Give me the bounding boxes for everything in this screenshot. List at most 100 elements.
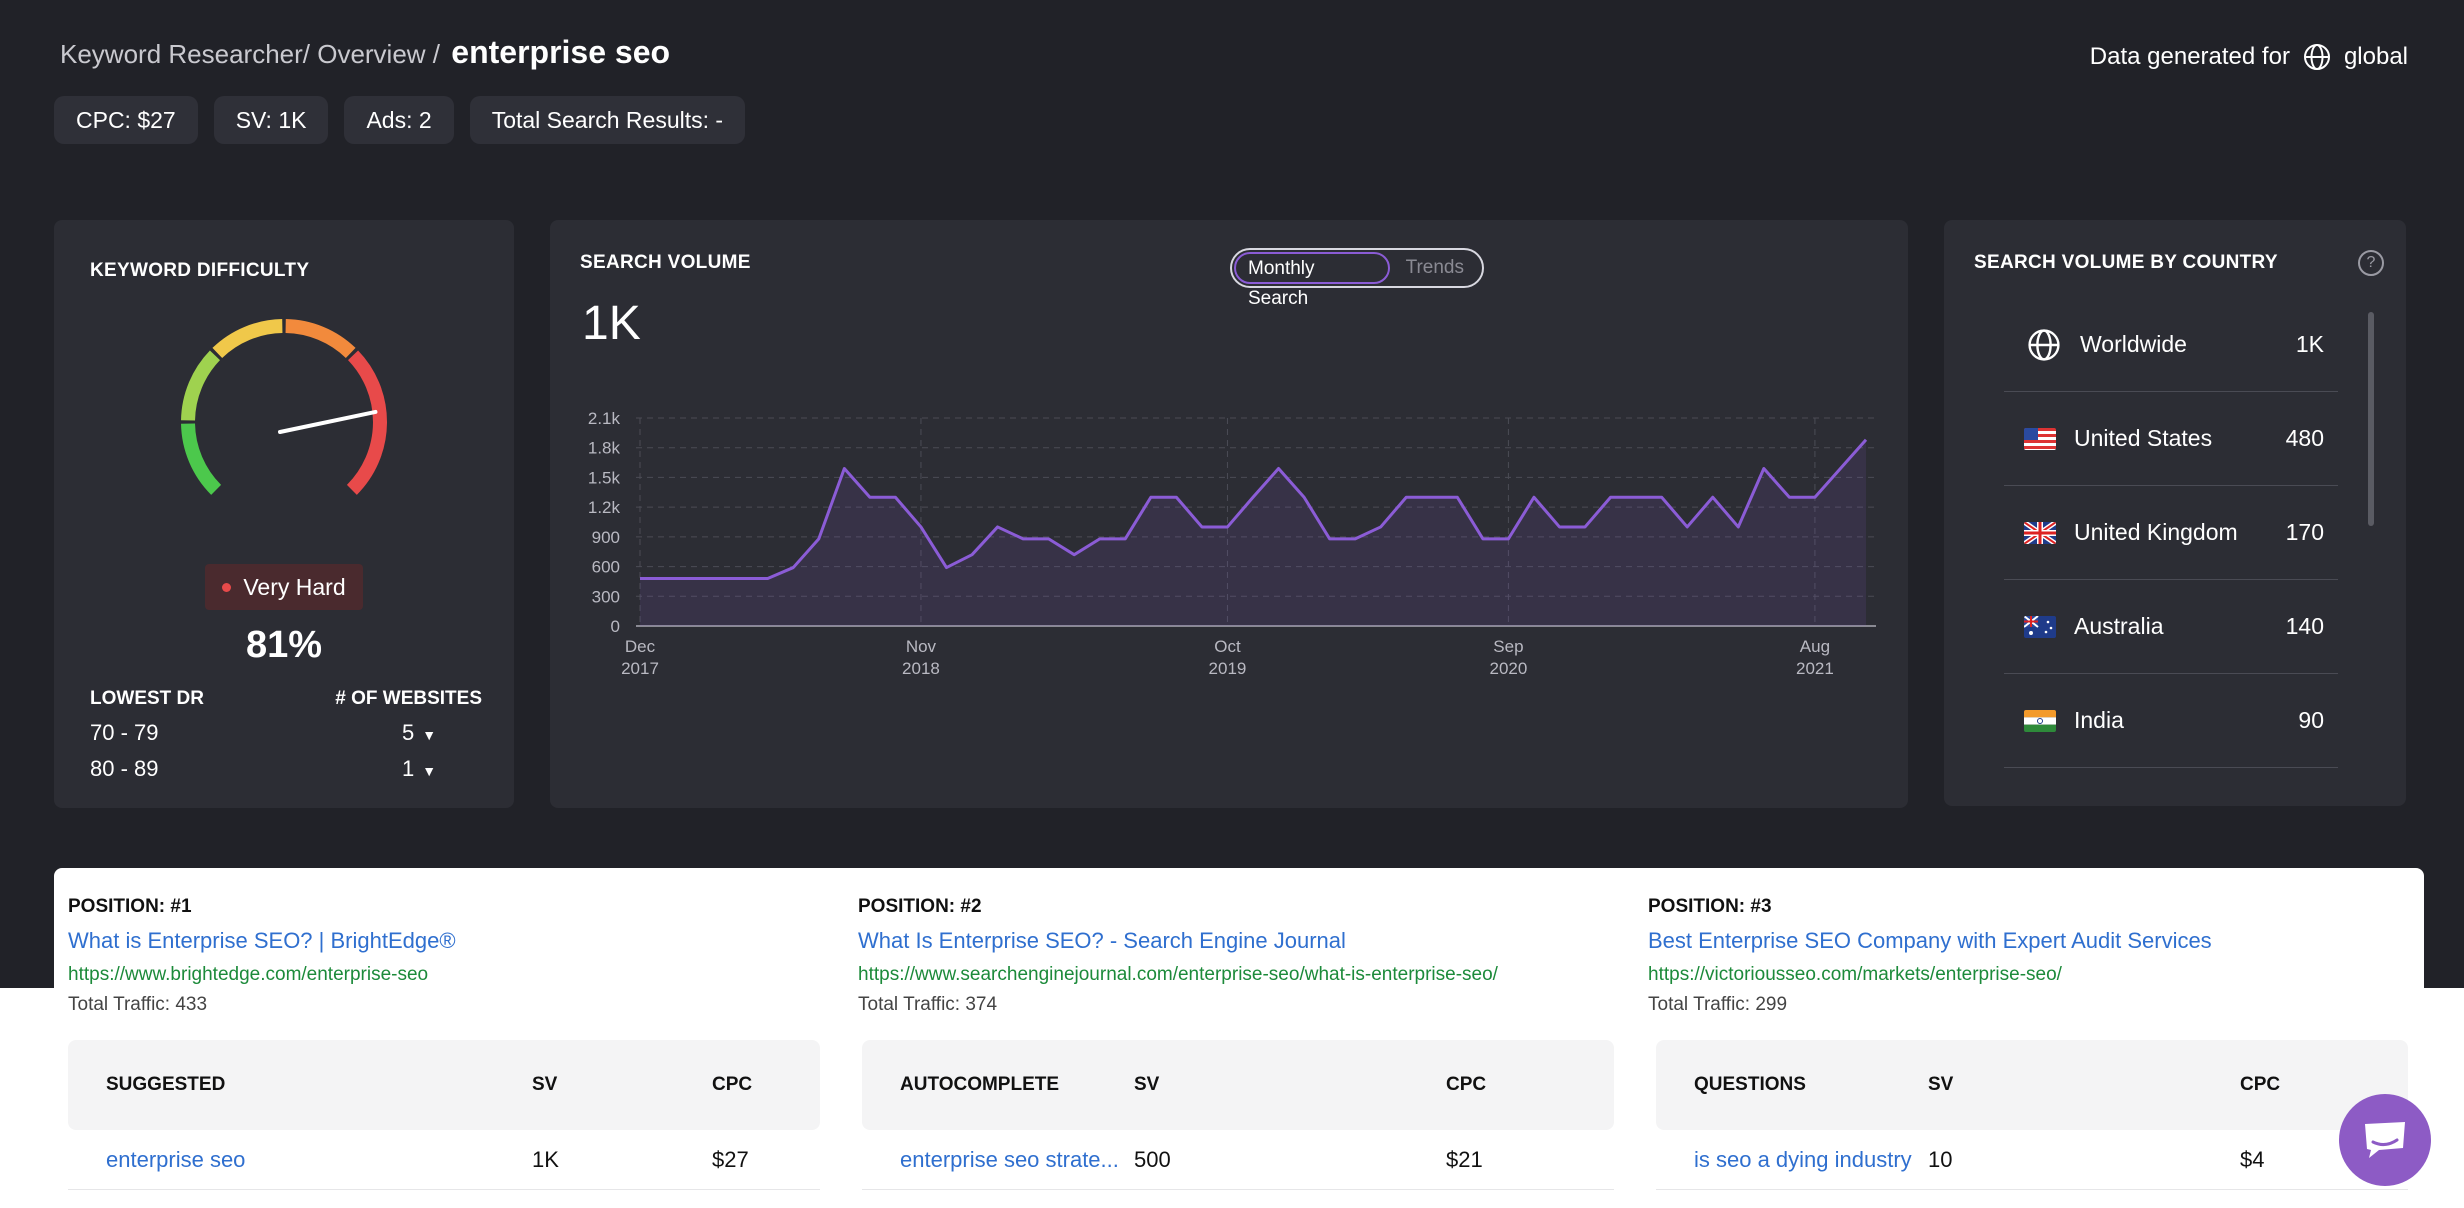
keyword-link[interactable]: enterprise seo [106,1146,246,1172]
cpc-header: CPC [2240,1074,2281,1095]
data-point[interactable] [945,566,949,570]
data-point[interactable] [1047,537,1051,541]
keyword-link[interactable]: is seo a dying industry [1694,1146,1912,1172]
result-url[interactable]: https://www.brightedge.com/enterprise-se… [68,964,429,985]
data-point[interactable] [1072,553,1076,557]
total-results-chip: Total Search Results: - [469,96,746,144]
data-point[interactable] [893,495,897,499]
data-point[interactable] [1558,525,1562,529]
page-title: enterprise seo [451,34,671,70]
data-point[interactable] [1353,537,1357,541]
data-point[interactable] [1634,495,1638,499]
x-tick-label: 2019 [1209,659,1247,678]
data-point[interactable] [868,495,872,499]
suggested-header: SUGGESTED [106,1074,226,1095]
table-row: enterprise seo 1K $27 [68,1130,820,1190]
data-point[interactable] [1813,495,1817,499]
monthly-search-tab[interactable]: Monthly Search [1234,252,1390,309]
result-title-link[interactable]: What Is Enterprise SEO? - Search Engine … [858,928,1346,953]
data-point[interactable] [1379,525,1383,529]
result-url[interactable]: https://victoriousseo.com/markets/enterp… [1648,964,2062,985]
data-point[interactable] [1021,537,1025,541]
data-point[interactable] [1481,537,1485,541]
x-tick-label: Nov [906,637,937,656]
data-point[interactable] [1200,525,1204,529]
x-tick-label: Sep [1493,637,1523,656]
x-tick-label: 2017 [621,659,659,678]
position-label: POSITION: #3 [1648,896,1772,917]
data-point[interactable] [919,525,923,529]
dr-table: LOWEST DR # OF WEBSITES 70 - 79 5 ▼ 80 - … [90,688,482,782]
data-point[interactable] [1251,495,1255,499]
websites-count-dropdown[interactable]: 1 ▼ [356,756,482,782]
country-list-scrollbar[interactable] [2368,312,2374,526]
data-point[interactable] [1123,537,1127,541]
data-point[interactable] [1455,495,1459,499]
breadcrumb-path[interactable]: Keyword Researcher/ Overview / [60,39,441,69]
country-value: 1K [2295,331,2324,357]
data-point[interactable] [1762,467,1766,471]
data-point[interactable] [1225,525,1229,529]
country-row-us: United States 480 [2004,392,2338,486]
x-tick-label: 2018 [902,659,940,678]
chart-area-fill [640,439,1866,626]
keyword-sv: 500 [1134,1146,1171,1172]
data-point[interactable] [664,576,668,580]
data-point[interactable] [1174,495,1178,499]
help-icon[interactable]: ? [2358,250,2384,276]
result-title-link[interactable]: Best Enterprise SEO Company with Expert … [1648,928,2212,953]
data-point[interactable] [1711,495,1715,499]
data-point[interactable] [1838,467,1842,471]
sv-chip: SV: 1K [213,96,329,144]
search-mode-toggle: Monthly Search Trends [1230,248,1484,309]
data-point[interactable] [1277,467,1281,471]
gauge-needle [278,409,378,434]
serp-result-3: POSITION: #3 Best Enterprise SEO Company… [1648,896,2408,1016]
country-row-india: India 90 [2004,674,2338,768]
result-traffic: Total Traffic: 374 [858,994,998,1015]
chat-button[interactable] [2339,1094,2431,1186]
data-point[interactable] [1660,495,1664,499]
websites-count-dropdown[interactable]: 5 ▼ [356,720,482,746]
data-point[interactable] [996,525,1000,529]
data-point[interactable] [1328,537,1332,541]
data-point[interactable] [842,467,846,471]
search-volume-chart: 0 300 600 900 1.2k 1.5k 1.8k 2.1k Dec 2017 Nov 2018… [588,409,1876,678]
data-point[interactable] [1404,495,1408,499]
country-name: United States [2074,425,2213,451]
data-point[interactable] [1149,495,1153,499]
data-point[interactable] [1685,525,1689,529]
data-point[interactable] [766,576,770,580]
data-point[interactable] [1864,438,1868,442]
chat-icon [2365,1122,2405,1158]
data-point[interactable] [1609,495,1613,499]
data-point[interactable] [1430,495,1434,499]
caret-down-icon: ▼ [422,727,437,743]
gauge-segment [212,319,283,359]
data-point[interactable] [740,576,744,580]
table-header: SUGGESTED SV CPC [68,1040,820,1130]
data-point[interactable] [1736,525,1740,529]
result-url[interactable]: https://www.searchenginejournal.com/ente… [858,964,1498,985]
data-point[interactable] [715,576,719,580]
data-point[interactable] [689,576,693,580]
trends-tab[interactable]: Trends [1405,257,1464,278]
data-point[interactable] [638,576,642,580]
y-tick-label: 0 [611,617,620,636]
data-point[interactable] [1098,537,1102,541]
keyword-difficulty-title: KEYWORD DIFFICULTY [90,260,310,281]
table-header: AUTOCOMPLETE SV CPC [862,1040,1614,1130]
result-title-link[interactable]: What is Enterprise SEO? | BrightEdge® [68,928,456,953]
data-point[interactable] [1787,495,1791,499]
data-point[interactable] [1302,495,1306,499]
data-point[interactable] [1583,525,1587,529]
data-point[interactable] [791,566,795,570]
data-point[interactable] [970,553,974,557]
y-tick-label: 1.2k [588,498,621,517]
keyword-difficulty-panel: KEYWORD DIFFICULTY 81% Very Hard LOWEST … [54,220,514,808]
data-point[interactable] [1506,537,1510,541]
keyword-link[interactable]: enterprise seo strate... [900,1146,1119,1172]
data-point[interactable] [817,537,821,541]
series-line [640,438,1868,580]
data-point[interactable] [1532,495,1536,499]
